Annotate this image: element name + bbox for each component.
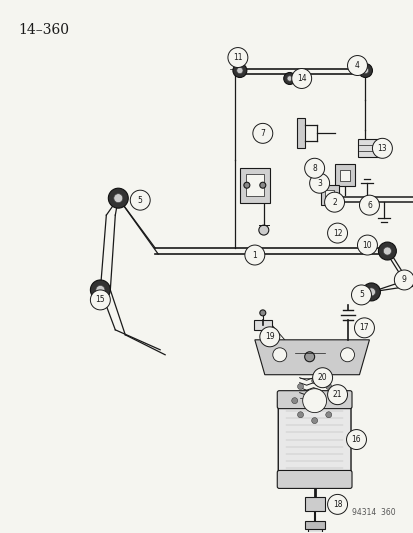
Circle shape <box>325 412 331 418</box>
Circle shape <box>331 398 337 403</box>
Circle shape <box>130 190 150 210</box>
Circle shape <box>297 412 303 418</box>
Text: 20: 20 <box>317 373 327 382</box>
Circle shape <box>90 280 110 300</box>
Text: 17: 17 <box>359 324 368 333</box>
Circle shape <box>228 47 247 68</box>
Circle shape <box>272 348 286 362</box>
Text: 5: 5 <box>358 290 363 300</box>
Circle shape <box>377 242 395 260</box>
Circle shape <box>347 55 367 76</box>
Text: 14: 14 <box>296 74 306 83</box>
Circle shape <box>114 193 123 203</box>
Circle shape <box>243 182 249 188</box>
Bar <box>245 174 263 196</box>
Circle shape <box>302 389 326 413</box>
Bar <box>339 169 349 181</box>
Circle shape <box>304 352 314 362</box>
Circle shape <box>327 223 347 243</box>
Circle shape <box>311 417 317 424</box>
Circle shape <box>236 67 242 74</box>
Bar <box>402 274 413 286</box>
Bar <box>324 190 333 200</box>
FancyBboxPatch shape <box>277 471 351 488</box>
Text: 18: 18 <box>332 500 342 509</box>
Circle shape <box>358 195 378 215</box>
Circle shape <box>259 182 265 188</box>
Circle shape <box>259 327 279 347</box>
Circle shape <box>90 290 110 310</box>
Bar <box>296 118 304 148</box>
Text: 11: 11 <box>233 53 242 62</box>
Circle shape <box>286 76 292 81</box>
Circle shape <box>304 158 324 178</box>
Text: 5: 5 <box>138 196 142 205</box>
Circle shape <box>358 63 372 77</box>
Text: 12: 12 <box>332 229 342 238</box>
Circle shape <box>354 318 373 338</box>
FancyBboxPatch shape <box>277 391 351 409</box>
Text: 2: 2 <box>331 198 336 207</box>
Circle shape <box>361 67 368 74</box>
Circle shape <box>309 173 329 193</box>
Bar <box>334 164 354 186</box>
Circle shape <box>340 348 354 362</box>
Text: 1: 1 <box>252 251 256 260</box>
Text: 3: 3 <box>316 179 321 188</box>
Circle shape <box>233 63 246 77</box>
Circle shape <box>258 225 268 235</box>
Text: 19: 19 <box>264 332 274 341</box>
Text: 16: 16 <box>351 435 361 444</box>
Text: 7: 7 <box>260 129 265 138</box>
Circle shape <box>259 310 265 316</box>
FancyBboxPatch shape <box>278 397 350 482</box>
Text: 14–360: 14–360 <box>19 22 69 37</box>
Circle shape <box>382 247 390 255</box>
Circle shape <box>346 430 366 449</box>
Circle shape <box>244 245 264 265</box>
Circle shape <box>312 368 332 387</box>
Bar <box>239 168 269 203</box>
Circle shape <box>324 192 344 212</box>
Circle shape <box>351 285 370 305</box>
Circle shape <box>327 385 347 405</box>
Circle shape <box>394 270 413 290</box>
Polygon shape <box>254 340 368 375</box>
Bar <box>320 185 338 205</box>
Circle shape <box>252 123 272 143</box>
Circle shape <box>325 384 331 390</box>
Text: 4: 4 <box>354 61 359 70</box>
Circle shape <box>291 69 311 88</box>
Bar <box>253 320 271 330</box>
Circle shape <box>291 398 297 403</box>
Text: 94314  360: 94314 360 <box>351 508 394 518</box>
Circle shape <box>108 188 128 208</box>
Text: 13: 13 <box>377 144 386 153</box>
Circle shape <box>96 286 104 294</box>
Text: 10: 10 <box>362 240 371 249</box>
Text: 8: 8 <box>311 164 316 173</box>
Circle shape <box>366 288 375 296</box>
Circle shape <box>311 378 317 384</box>
Circle shape <box>372 139 392 158</box>
Circle shape <box>297 384 303 390</box>
Circle shape <box>283 72 295 84</box>
Bar <box>304 521 324 529</box>
Bar <box>307 522 321 533</box>
Text: 15: 15 <box>95 295 105 304</box>
Bar <box>358 139 380 157</box>
Circle shape <box>327 495 347 514</box>
Circle shape <box>362 283 380 301</box>
Text: 21: 21 <box>332 390 342 399</box>
Bar <box>304 497 324 511</box>
Circle shape <box>357 235 377 255</box>
Text: 9: 9 <box>401 276 406 285</box>
Text: 6: 6 <box>366 200 371 209</box>
